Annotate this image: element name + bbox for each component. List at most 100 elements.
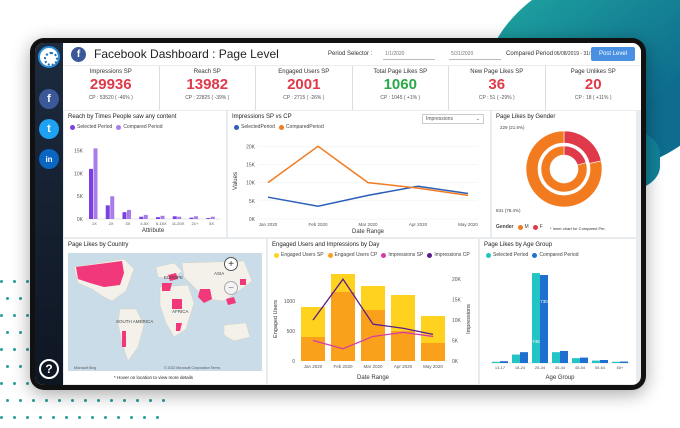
x-axis-title: Attribute [142, 228, 165, 234]
y-tick-label-right: 0K [452, 359, 459, 365]
twitter-icon[interactable]: t [39, 119, 59, 139]
help-icon[interactable]: ? [39, 359, 59, 379]
age-chart: 13-17 18-24 25-34 35-44 45-54 55-64 65+ 746 730 A… [490, 273, 630, 381]
age-card: Page Likes by Age Group Selected Period … [480, 239, 636, 384]
gender-inner-slice [540, 145, 588, 193]
legend-selected: SelectedPeriod [241, 124, 275, 130]
legend-selected: Selected Period [493, 252, 529, 258]
linkedin-icon[interactable]: in [39, 149, 59, 169]
reach-bar [172, 216, 177, 219]
country-card: Page Likes by Country EUROPE AFRICA SOUTH … [64, 239, 266, 384]
kpi-label: Impressions SP [89, 69, 132, 75]
x-tick-label: Jan 2020 [259, 222, 278, 227]
reach-bar [189, 217, 194, 219]
map-note: * Hover on location to view more details [114, 375, 194, 380]
reach-bar [89, 168, 93, 219]
engaged-bar-sp [331, 292, 355, 361]
kpi-card: Impressions SP 29936 CP : 53520 ( -46% ) [63, 66, 160, 110]
bing-logo: Microsoft Bing [74, 366, 97, 370]
background-dot [26, 280, 29, 283]
y-tick-label: 0K [77, 217, 84, 223]
y-tick-label: 10K [74, 171, 84, 177]
x-tick-label: 3X [125, 221, 130, 226]
x-tick-label: 18-24 [515, 365, 526, 370]
background-dot [6, 331, 9, 334]
background-dot [104, 416, 107, 419]
gender-card: Page Likes by Gender 229 (21.6%) 831 (78… [492, 111, 636, 237]
x-axis-title: Date Range [352, 229, 385, 235]
series-line [267, 185, 469, 208]
background-dot [130, 416, 133, 419]
gender-slice [525, 130, 603, 208]
x-tick-label: 11-20X [172, 221, 185, 226]
background-dot [156, 416, 159, 419]
impressions-card-title: Impressions SP vs CP [232, 114, 292, 120]
x-tick-label: 55-64 [595, 365, 606, 370]
kpi-label: Reach SP [193, 69, 221, 75]
zoom-out-button[interactable]: − [224, 281, 238, 295]
age-bar [600, 359, 608, 363]
age-bar [512, 354, 520, 363]
y-axis-title-right: Impressions [466, 304, 472, 334]
background-dot [58, 399, 61, 402]
reach-bar [139, 216, 144, 219]
background-dot [78, 416, 81, 419]
post-level-button[interactable]: Post Level [591, 47, 635, 61]
kpi-compared: CP : 1045 ( +1% ) [380, 95, 421, 101]
compared-period-range: 06/08/2019 - 31/12/2019 [554, 51, 609, 57]
facebook-icon[interactable]: f [39, 89, 59, 109]
kpi-card: Reach SP 13982 CP : 22825 ( -39% ) [160, 66, 256, 110]
chevron-down-icon: ⌄ [475, 116, 480, 122]
zoom-in-button[interactable]: + [224, 257, 238, 271]
background-dot [136, 399, 139, 402]
age-legend: Selected Period Compared Period [482, 252, 579, 258]
background-dot [6, 399, 9, 402]
map-highlight-country [176, 323, 182, 331]
y-tick-label: 5K [77, 194, 84, 200]
kpi-label: Total Page Likes SP [373, 69, 428, 75]
metric-dropdown[interactable]: Impressions ⌄ [422, 114, 484, 124]
compared-period-label: Compared Period [506, 51, 554, 57]
background-dot [117, 416, 120, 419]
kpi-value: 13982 [186, 76, 229, 93]
country-card-title: Page Likes by Country [68, 242, 129, 248]
background-dot [0, 280, 3, 283]
sidebar: f t in ? [35, 43, 63, 385]
engaged-bar-sp [421, 343, 445, 361]
kpi-value: 36 [488, 76, 506, 93]
background-dot [19, 297, 22, 300]
x-tick-label: 6-10X [156, 221, 167, 226]
background-dot [110, 399, 113, 402]
world-map[interactable]: EUROPE AFRICA SOUTH AMERICA ASIA [64, 239, 266, 384]
x-tick-label: 2X [109, 221, 114, 226]
x-tick-label: Feb 2020 [308, 222, 328, 227]
kpi-value: 20 [584, 76, 602, 93]
background-dot [26, 314, 29, 317]
reach-bar [110, 196, 115, 219]
kpi-card: Page Unlikes SP 20 CP : 18 ( +11% ) [546, 66, 642, 110]
top-bar: f Facebook Dashboard : Page Level Period… [63, 43, 641, 65]
engaged-bar-sp [391, 331, 415, 361]
kpi-compared: CP : 18 ( +11% ) [574, 95, 612, 101]
kpi-label: Engaged Users SP [278, 69, 330, 75]
legend-imp-cp: Impressions CP [434, 252, 470, 258]
background-dot [13, 314, 16, 317]
kpi-compared: CP : 2715 ( -26% ) [283, 95, 325, 101]
background-dot [45, 399, 48, 402]
period-start-input[interactable]: 1/1/2020 [383, 49, 435, 60]
gender-label-f: 229 (21.6%) [500, 125, 525, 130]
gender-legend: Gender M F [496, 224, 543, 230]
reach-bar [143, 214, 148, 219]
kpi-label: New Page Likes SP [470, 69, 524, 75]
background-dot [13, 382, 16, 385]
y-tick-label: 0 [292, 359, 295, 365]
background-dot [143, 416, 146, 419]
gender-label-m: 831 (78.4%) [496, 208, 521, 213]
background-dot [149, 399, 152, 402]
background-dot [0, 348, 3, 351]
y-tick-label-right: 15K [452, 298, 462, 304]
age-bar [492, 361, 500, 363]
background-dot [0, 382, 3, 385]
age-bar [592, 360, 600, 363]
period-end-input[interactable]: 5/31/2020 [449, 49, 501, 60]
